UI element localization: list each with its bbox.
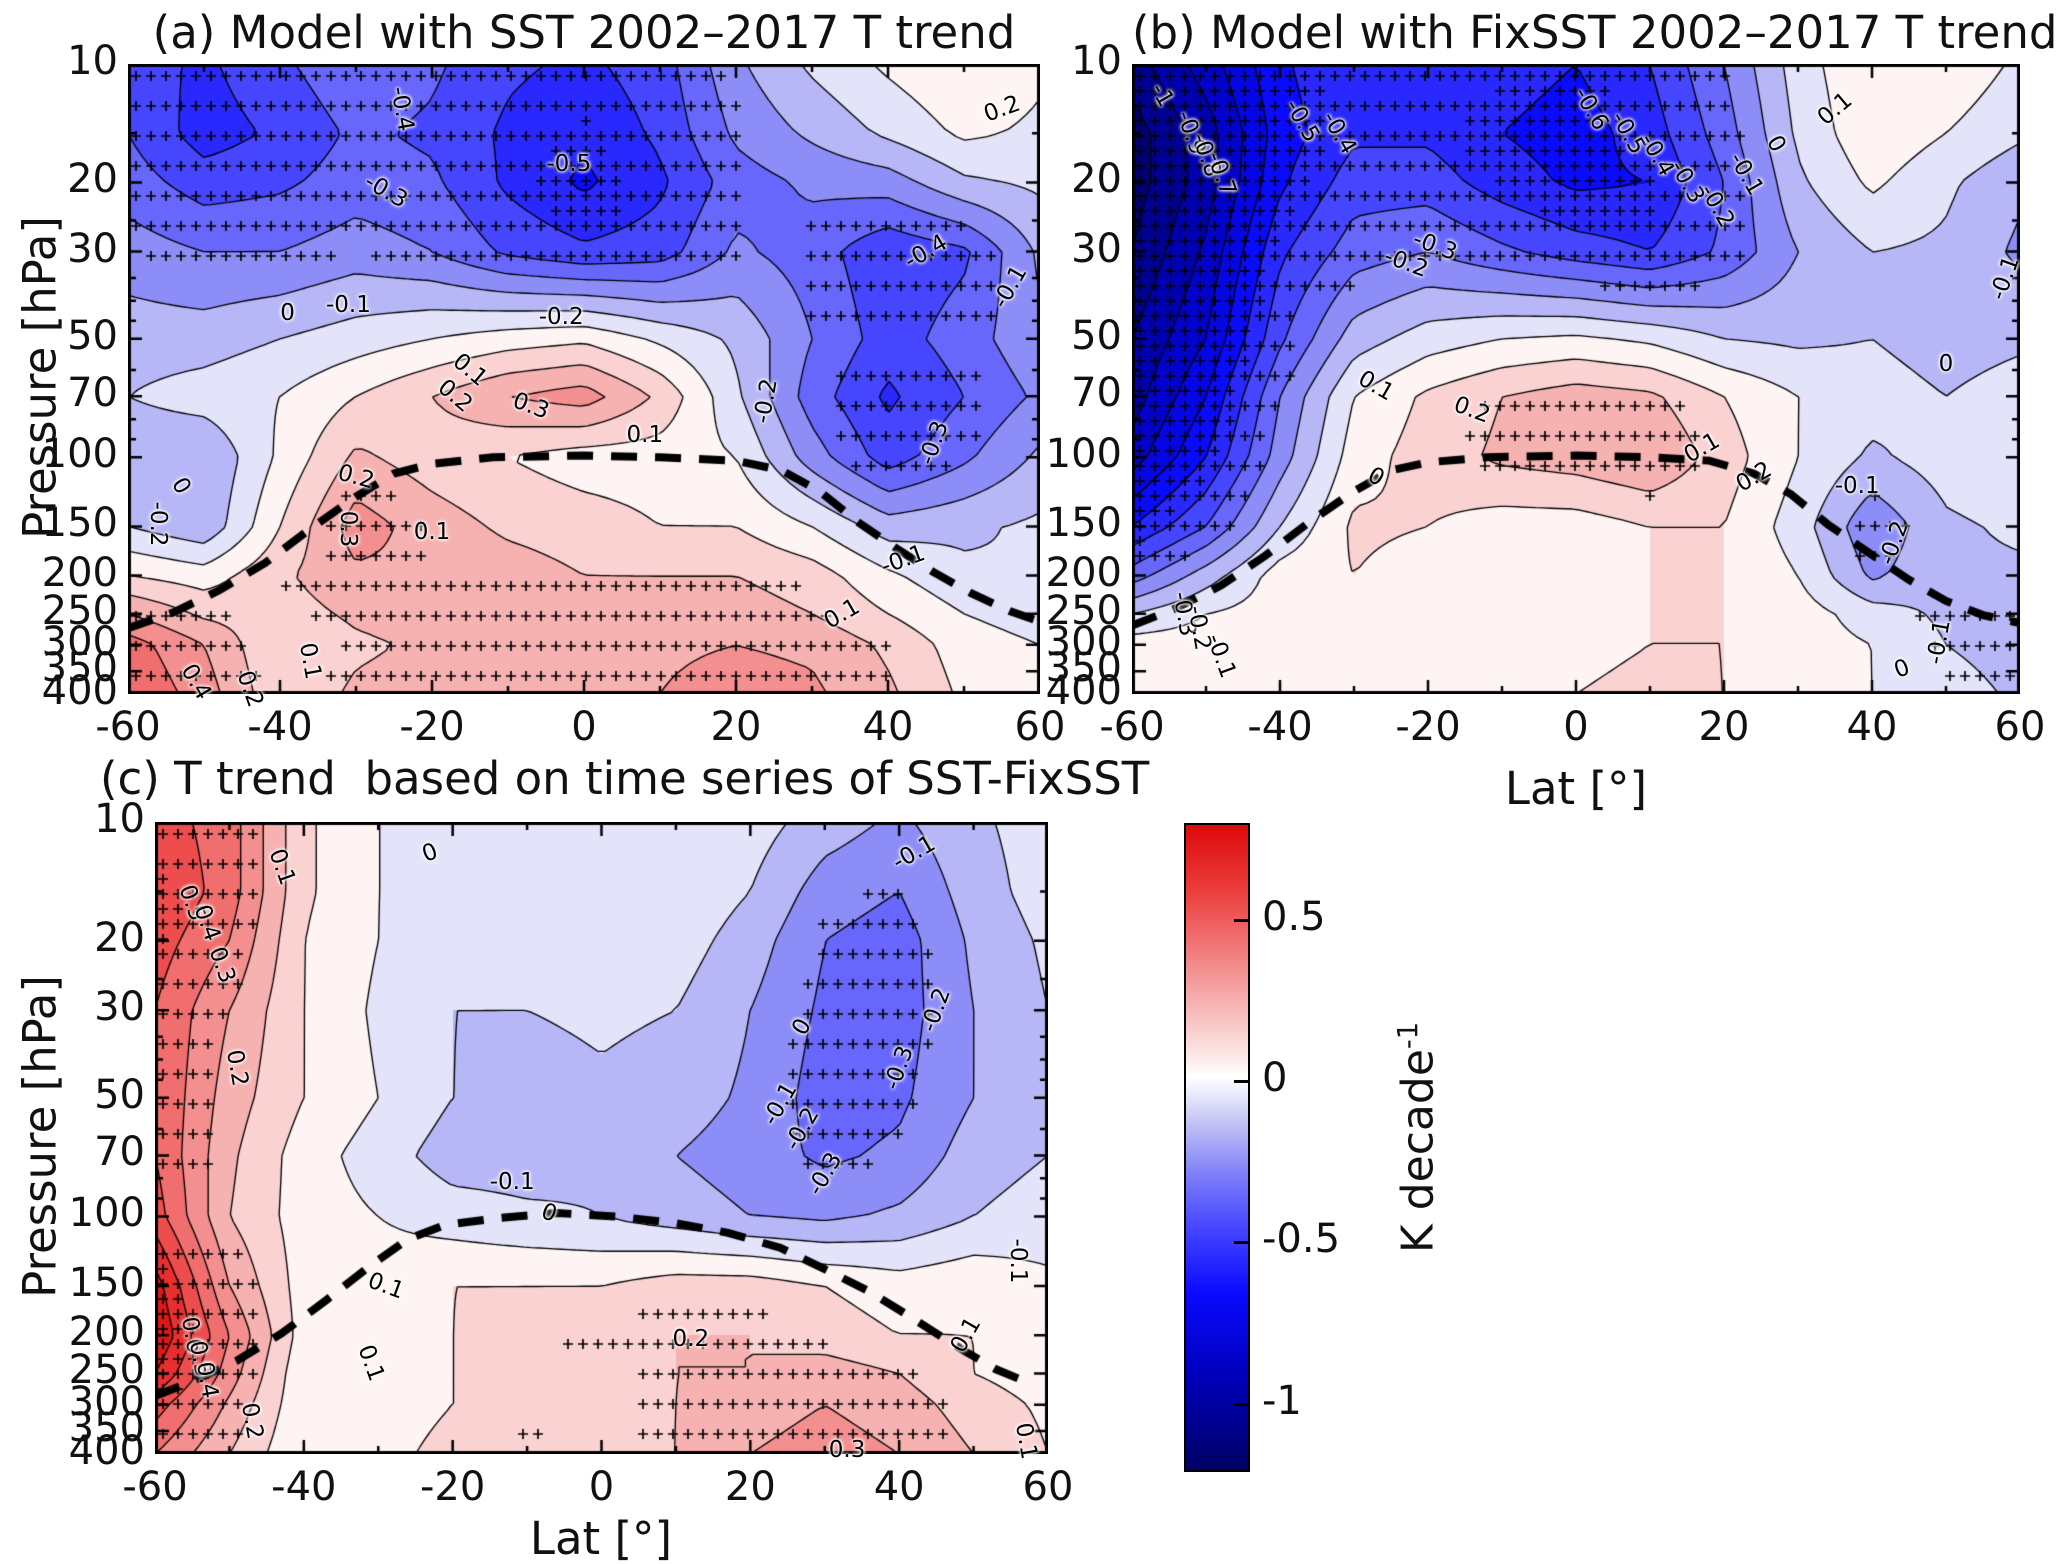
panel-a-contour-label-18: 0.1	[413, 519, 451, 546]
panel-b-ytick-100: 100	[1045, 431, 1122, 478]
panel-a-ytick-300: 300	[41, 618, 118, 665]
panel-a-ytick-100: 100	[41, 431, 118, 478]
panel-b-ytick-250: 250	[1045, 587, 1122, 634]
panel-a-contour-label-17: 0.3	[335, 510, 362, 548]
colorbar-tick-mark-0.5	[1234, 918, 1248, 922]
panel-c-ytick-50: 50	[94, 1071, 145, 1118]
colorbar-label-exponent: -1	[1392, 1021, 1424, 1050]
panel-a-plot: -0.5 -0.4 -0.3 -0.2 -0.1 0 0.1 0.2 0.3 0.1 -0.1 -0.…	[128, 64, 1040, 710]
panel-c-xtick--40: -40	[271, 1464, 337, 1510]
panel-a-ytick-350: 350	[41, 645, 118, 692]
panel-c-ytick-100: 100	[68, 1190, 145, 1237]
panel-a-xtick--40: -40	[247, 704, 313, 750]
colorbar-tick--1: -1	[1262, 1377, 1302, 1424]
panel-c-title: (c) T trend based on time series of SST-…	[100, 752, 1150, 805]
panel-a-xtick-60: 60	[1014, 704, 1066, 750]
panel-b-ytick-30: 30	[1071, 225, 1122, 272]
panel-b-xtick--40: -40	[1247, 704, 1313, 750]
panel-a-ytick-200: 200	[41, 549, 118, 596]
panel-b-ytick-400: 400	[1045, 668, 1122, 714]
panel-a-xtick--60: -60	[95, 704, 161, 750]
panel-a-contour-label-19: -0.2	[145, 501, 172, 547]
panel-b-canvas	[1132, 64, 2020, 694]
panel-c-xaxis-label: Lat [°]	[529, 1512, 673, 1564]
panel-b-ytick-50: 50	[1071, 312, 1122, 359]
panel-b-ytick-150: 150	[1045, 500, 1122, 547]
panel-c-xtick-40: 40	[873, 1464, 925, 1510]
panel-c-canvas	[155, 822, 1048, 1454]
colorbar-tick-mark--0.5	[1234, 1241, 1248, 1245]
panel-a-contour-label-3: -0.2	[538, 304, 584, 331]
panel-a-canvas	[128, 64, 1040, 694]
colorbar-tick-0: 0	[1262, 1055, 1288, 1101]
panel-a-contour-label-5: 0	[280, 300, 295, 327]
panel-c-ytick-400: 400	[68, 1428, 145, 1474]
panel-c-xtick--20: -20	[419, 1464, 486, 1510]
panel-c-xtick-20: 20	[724, 1464, 776, 1510]
panel-b-xtick-0: 0	[1563, 704, 1589, 750]
panel-a-contour-label-4: -0.1	[325, 291, 371, 318]
panel-c-ytick-70: 70	[94, 1129, 145, 1176]
panel-c-contour-label-21: 0.3	[828, 1436, 866, 1463]
panel-b-ytick-350: 350	[1045, 645, 1122, 692]
colorbar-label: K decade-1	[1392, 1021, 1444, 1254]
panel-a-ytick-30: 30	[67, 225, 118, 272]
panel-b-ytick-10: 10	[1071, 38, 1122, 84]
panel-c-ytick-200: 200	[68, 1309, 145, 1356]
panel-a-ytick-400: 400	[41, 668, 118, 714]
panel-a-ytick-70: 70	[67, 370, 118, 417]
panel-c-ytick-350: 350	[68, 1405, 145, 1452]
colorbar-tick-mark-0	[1234, 1080, 1248, 1083]
panel-b-xtick--60: -60	[1099, 704, 1165, 750]
panel-a-ytick-10: 10	[67, 38, 118, 84]
panel-a-ytick-150: 150	[41, 500, 118, 547]
panel-a-ytick-250: 250	[41, 587, 118, 634]
panel-c-xtick--60: -60	[122, 1464, 188, 1510]
colorbar-tick--0.5: -0.5	[1262, 1216, 1341, 1263]
panel-a-contour-label-9: 0.1	[626, 422, 664, 449]
panel-a-title: (a) Model with SST 2002–2017 T trend	[152, 6, 1016, 59]
panel-b-title: (b) Model with FixSST 2002–2017 T trend	[1132, 6, 2058, 59]
panel-b-ytick-200: 200	[1045, 549, 1122, 596]
panel-a-ytick-20: 20	[67, 156, 118, 203]
panel-c-contour-label-16: -0.1	[1005, 1238, 1032, 1284]
panel-b-plot: -1 -0.9 -0.8 -0.7 -0.5 -0.4 -0.6 -0.5 -0.4 -0.3 -0…	[1132, 64, 2025, 694]
panel-a-xtick-0: 0	[571, 704, 597, 750]
panel-c-ytick-250: 250	[68, 1347, 145, 1394]
panel-a-xtick-40: 40	[862, 704, 914, 750]
panel-c-ytick-10: 10	[94, 796, 145, 842]
panel-b-contour-label-22: -0.1	[1834, 472, 1880, 499]
panel-b-xaxis-label: Lat [°]	[1504, 762, 1648, 815]
panel-a-xtick-20: 20	[710, 704, 762, 750]
panel-c-ytick-30: 30	[94, 984, 145, 1031]
panel-b-ytick-20: 20	[1071, 156, 1122, 203]
colorbar-tick-mark--1	[1234, 1402, 1248, 1406]
panel-c-contour-label-18: 0.2	[672, 1326, 710, 1353]
panel-b-contour-label-17: 0	[1938, 351, 1954, 378]
panel-a-ytick-50: 50	[67, 312, 118, 359]
panel-b-xtick-60: 60	[1994, 704, 2046, 750]
panel-b-ytick-70: 70	[1071, 370, 1122, 417]
panel-c-xtick-60: 60	[1022, 1464, 1074, 1510]
panel-c-contour-label-13: -0.1	[489, 1169, 535, 1196]
panel-c-xtick-0: 0	[588, 1464, 615, 1510]
panel-a-contour-label-0: -0.5	[546, 151, 592, 178]
panel-c-ytick-20: 20	[94, 914, 145, 961]
panel-a-xtick--20: -20	[399, 704, 465, 750]
panel-c-ytick-300: 300	[68, 1378, 145, 1425]
panel-b-xtick-40: 40	[1846, 704, 1898, 750]
panel-c-plot: 0.5 0.4 0.3 0.2 0.1 0 -0.1 0 -0.1 -0.2 -0.3 -0.3 -0.…	[155, 822, 1048, 1463]
panel-c-ytick-150: 150	[68, 1259, 145, 1306]
colorbar	[1184, 823, 1250, 1472]
colorbar-tick-0.5: 0.5	[1262, 893, 1326, 940]
panel-b-xtick-20: 20	[1698, 704, 1750, 750]
panel-b-ytick-300: 300	[1045, 618, 1122, 665]
panel-b-xtick--20: -20	[1395, 704, 1461, 750]
